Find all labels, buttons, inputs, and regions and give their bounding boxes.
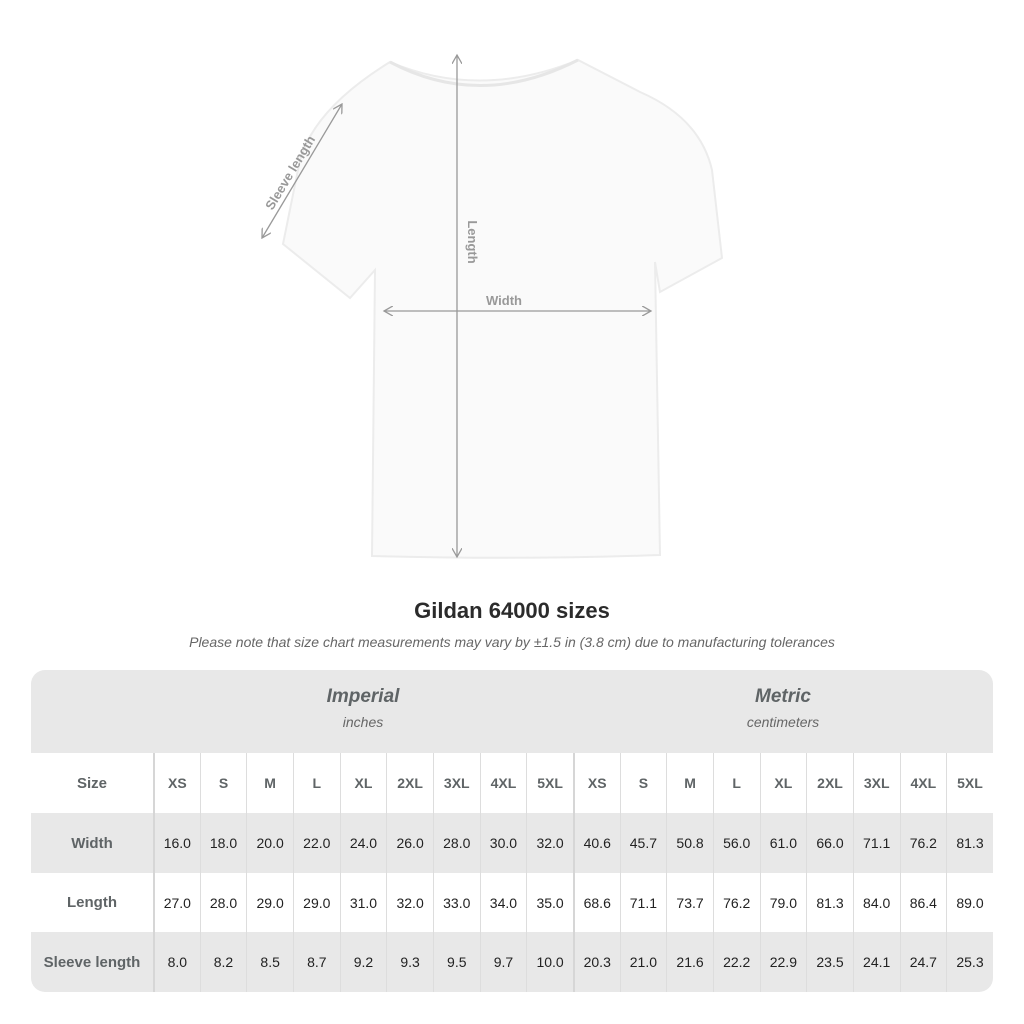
table-row: Sleeve length 8.0 8.2 8.5 8.7 9.2 9.3 9.5 9.7 10.… [31, 932, 993, 992]
metric-size-header: 3XL [852, 753, 900, 813]
imperial-size-header: 3XL [432, 753, 480, 813]
imperial-value-cell: 16.0 [153, 813, 200, 873]
tolerance-note: Please note that size chart measurements… [189, 634, 835, 650]
table-header: Imperial inches Metric centimeters [31, 670, 993, 753]
metric-value-cell: 24.1 [852, 932, 900, 992]
imperial-value-cell: 8.7 [292, 932, 340, 992]
imperial-size-header: 2XL [386, 753, 433, 813]
imperial-value-cell: 8.0 [153, 932, 200, 992]
imperial-unit: inches [342, 714, 384, 730]
imperial-value-cell: 9.3 [386, 932, 433, 992]
metric-value-cell: 71.1 [619, 873, 667, 932]
metric-value-cell: 79.0 [759, 873, 807, 932]
size-label: Size [76, 774, 107, 792]
imperial-size-header: 4XL [479, 753, 527, 813]
metric-size-header: 5XL [946, 753, 993, 813]
imperial-value-cell: 28.0 [432, 813, 480, 873]
imperial-value-cell: 10.0 [526, 932, 573, 992]
metric-value-cell: 81.3 [946, 813, 993, 873]
metric-header: Metric centimeters [573, 686, 993, 730]
imperial-size-header: XS [153, 753, 200, 813]
imperial-size-header: XL [339, 753, 387, 813]
metric-value-cell: 22.2 [712, 932, 760, 992]
metric-value-cell: 24.7 [899, 932, 947, 992]
metric-value-cell: 56.0 [712, 813, 760, 873]
metric-value-cell: 45.7 [619, 813, 667, 873]
metric-value-cell: 71.1 [852, 813, 900, 873]
imperial-size-header: L [292, 753, 340, 813]
imperial-value-cell: 28.0 [199, 873, 247, 932]
imperial-value-cell: 27.0 [153, 873, 200, 932]
size-table: Imperial inches Metric centimeters Size X… [31, 670, 993, 992]
imperial-value-cell: 34.0 [479, 873, 527, 932]
imperial-value-cell: 8.5 [246, 932, 293, 992]
metric-value-cell: 73.7 [666, 873, 713, 932]
metric-title: Metric [755, 686, 811, 707]
metric-value-cell: 61.0 [759, 813, 807, 873]
metric-size-header: XL [759, 753, 807, 813]
metric-value-cell: 22.9 [759, 932, 807, 992]
metric-value-cell: 68.6 [572, 873, 620, 932]
metric-value-cell: 81.3 [806, 873, 853, 932]
imperial-title: Imperial [326, 686, 400, 707]
metric-value-cell: 20.3 [572, 932, 620, 992]
metric-value-cell: 76.2 [712, 873, 760, 932]
imperial-size-header: 5XL [526, 753, 573, 813]
imperial-header: Imperial inches [153, 686, 573, 730]
imperial-value-cell: 35.0 [526, 873, 573, 932]
imperial-value-cell: 29.0 [292, 873, 340, 932]
row-label: Width [71, 834, 113, 852]
imperial-value-cell: 32.0 [526, 813, 573, 873]
imperial-size-header: M [246, 753, 293, 813]
row-label: Length [67, 894, 117, 911]
metric-size-header: 2XL [806, 753, 853, 813]
metric-value-cell: 50.8 [666, 813, 713, 873]
tshirt-diagram: Sleeve length Length Width [0, 0, 724, 559]
metric-value-cell: 89.0 [946, 873, 993, 932]
imperial-size-header: S [199, 753, 247, 813]
imperial-value-cell: 32.0 [386, 873, 433, 932]
length-label: Length [465, 220, 480, 263]
width-label: Width [486, 293, 522, 308]
imperial-value-cell: 9.2 [339, 932, 387, 992]
size-header-row: Size XS S M L XL 2XL 3XL 4XL 5XL XS S M L XL 2XL 3XL 4XL 5… [31, 753, 993, 813]
imperial-value-cell: 29.0 [246, 873, 293, 932]
imperial-value-cell: 18.0 [199, 813, 247, 873]
sleeve-length-arrow [262, 104, 342, 238]
imperial-value-cell: 9.5 [432, 932, 480, 992]
metric-value-cell: 40.6 [572, 813, 620, 873]
metric-value-cell: 21.6 [666, 932, 713, 992]
metric-size-header: S [619, 753, 667, 813]
metric-size-header: XS [572, 753, 620, 813]
metric-value-cell: 23.5 [806, 932, 853, 992]
imperial-value-cell: 30.0 [479, 813, 527, 873]
table-row: Width 16.0 18.0 20.0 22.0 24.0 26.0 28.0 30.0 32.… [31, 813, 993, 873]
imperial-value-cell: 9.7 [479, 932, 527, 992]
tshirt-shape [281, 58, 724, 559]
imperial-value-cell: 22.0 [292, 813, 340, 873]
imperial-value-cell: 8.2 [199, 932, 247, 992]
row-label: Sleeve length [43, 953, 141, 971]
metric-value-cell: 76.2 [899, 813, 947, 873]
imperial-value-cell: 26.0 [386, 813, 433, 873]
metric-value-cell: 66.0 [806, 813, 853, 873]
table-row: Length 27.0 28.0 29.0 29.0 31.0 32.0 33.0 34.0 35… [31, 873, 993, 932]
metric-value-cell: 21.0 [619, 932, 667, 992]
imperial-value-cell: 20.0 [246, 813, 293, 873]
imperial-value-cell: 33.0 [432, 873, 480, 932]
metric-value-cell: 86.4 [899, 873, 947, 932]
metric-size-header: M [666, 753, 713, 813]
metric-size-header: 4XL [899, 753, 947, 813]
metric-size-header: L [712, 753, 760, 813]
imperial-value-cell: 31.0 [339, 873, 387, 932]
imperial-value-cell: 24.0 [339, 813, 387, 873]
metric-value-cell: 25.3 [946, 932, 993, 992]
metric-unit: centimeters [746, 714, 820, 730]
metric-value-cell: 84.0 [852, 873, 900, 932]
page-title: Gildan 64000 sizes [414, 598, 610, 623]
